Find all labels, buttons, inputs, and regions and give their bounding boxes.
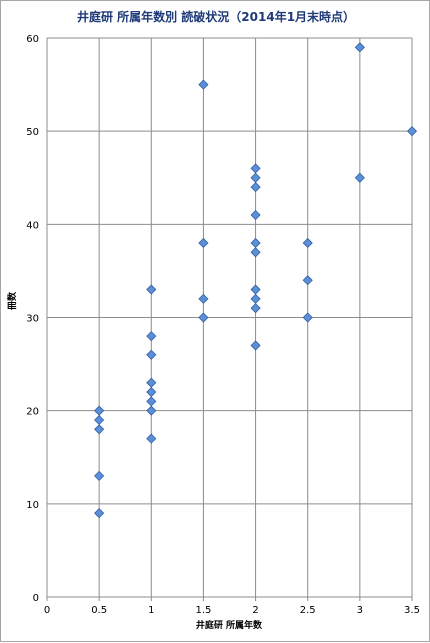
data-point — [302, 312, 313, 323]
x-axis-label: 井庭研 所属年数 — [196, 619, 263, 631]
data-point — [146, 386, 157, 398]
x-tick-label: 2.5 — [300, 605, 316, 616]
data-point — [250, 293, 261, 304]
data-point — [94, 405, 105, 416]
data-point — [250, 163, 261, 174]
chart-title: 井庭研 所属年数別 読破状況（2014年1月末時点） — [77, 9, 355, 24]
data-point — [302, 275, 313, 286]
x-tick-label: 3.5 — [404, 605, 420, 616]
axes — [46, 38, 413, 601]
data-point — [94, 508, 105, 519]
data-point — [250, 172, 261, 183]
data-point — [146, 405, 157, 416]
x-tick-label: 0 — [44, 605, 50, 616]
data-point — [250, 237, 261, 249]
y-axis-label: 冊数 — [6, 291, 18, 310]
y-tick-label: 40 — [26, 220, 39, 231]
data-point — [406, 126, 418, 137]
data-point — [146, 349, 157, 360]
data-point — [250, 284, 261, 295]
data-point — [250, 303, 261, 314]
x-tick-label: 1 — [148, 605, 154, 616]
y-tick-label: 30 — [26, 314, 39, 325]
x-tick-label: 1.5 — [195, 605, 211, 616]
data-point — [198, 293, 209, 304]
data-point — [146, 331, 157, 342]
y-tick-label: 0 — [33, 593, 39, 604]
data-points — [94, 42, 418, 519]
data-point — [146, 284, 157, 295]
data-point — [302, 237, 313, 249]
data-point — [198, 312, 209, 323]
y-tick-label: 50 — [26, 127, 39, 138]
x-tick-labels: 0 0.5 1 1.5 2 2.5 3 3.5 — [44, 605, 420, 616]
data-point — [94, 424, 105, 435]
data-point — [250, 247, 261, 258]
y-tick-label: 20 — [26, 407, 39, 418]
data-point — [354, 172, 365, 183]
x-tick-label: 2 — [252, 605, 258, 616]
y-tick-label: 60 — [26, 34, 39, 45]
y-tick-labels: 0 10 20 30 40 50 60 — [26, 34, 39, 604]
data-point — [94, 414, 105, 426]
data-point — [354, 42, 365, 53]
data-point — [146, 433, 157, 444]
y-tick-label: 10 — [26, 500, 39, 511]
x-tick-label: 0.5 — [91, 605, 107, 616]
data-point — [198, 79, 209, 90]
data-point — [250, 340, 261, 351]
data-point — [146, 396, 157, 407]
x-tick-label: 3 — [357, 605, 363, 616]
data-point — [250, 182, 261, 193]
data-point — [250, 209, 261, 221]
data-point — [198, 237, 209, 249]
data-point — [94, 470, 105, 481]
data-point — [146, 377, 157, 388]
